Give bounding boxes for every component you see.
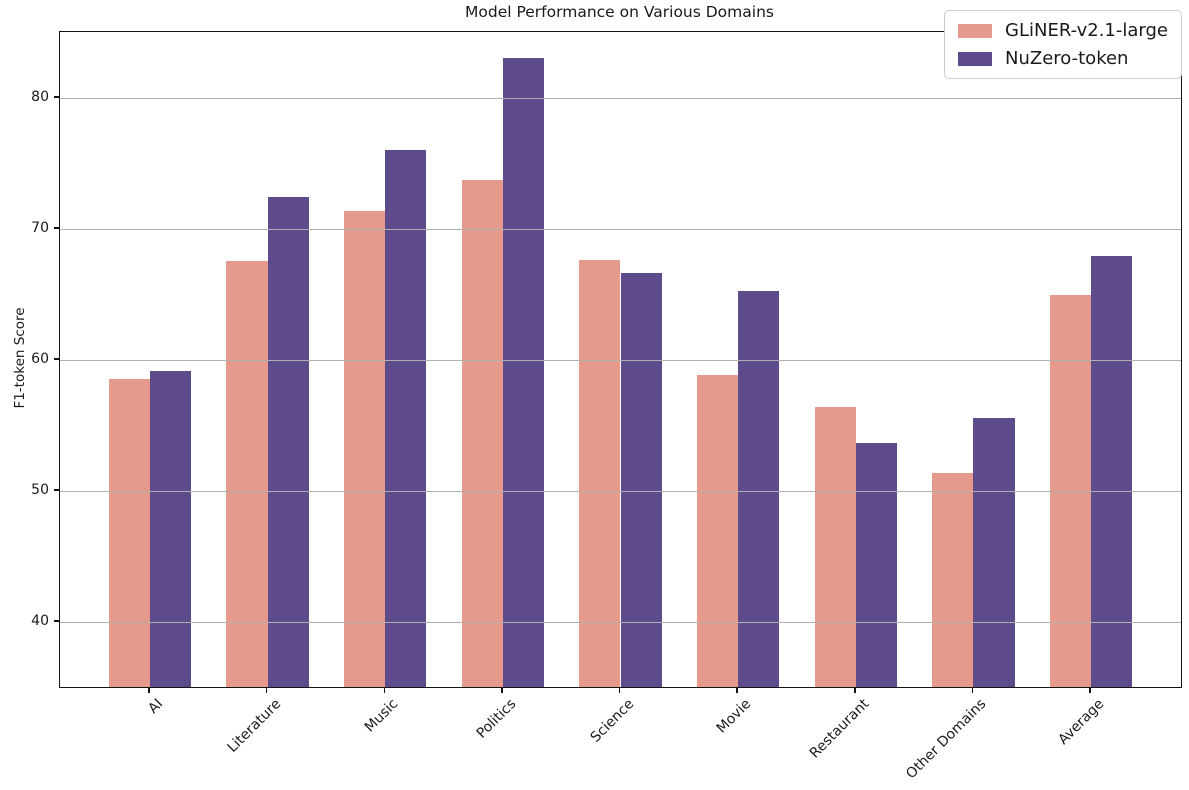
gridline-60 — [60, 359, 1181, 361]
x-tick-mark — [618, 687, 621, 693]
bar-GLiNER-v2.1-large-Movie — [696, 375, 739, 687]
legend-swatch-nuzero — [958, 51, 992, 66]
x-tick-mark — [971, 687, 974, 693]
plot-area — [59, 31, 1182, 688]
gridline-70 — [60, 228, 1181, 230]
x-tick-mark — [148, 687, 150, 693]
bar-GLiNER-v2.1-large-Other Domains — [932, 473, 974, 687]
legend-label-gliner: GLiNER-v2.1-large — [1005, 20, 1168, 41]
x-tick-label-AI: AI — [145, 696, 167, 718]
x-tick-mark — [736, 687, 738, 693]
y-tick-mark — [54, 227, 59, 229]
legend-row: GLiNER-v2.1-large — [958, 20, 1168, 41]
x-tick-mark — [854, 687, 856, 693]
bar-GLiNER-v2.1-large-Science — [579, 259, 621, 687]
y-tick-mark — [54, 96, 59, 98]
x-tick-mark — [265, 687, 268, 693]
bar-NuZero-token-Science — [620, 273, 662, 687]
gridline-80 — [60, 97, 1181, 99]
legend: GLiNER-v2.1-large NuZero-token — [944, 10, 1182, 79]
x-tick-mark — [383, 687, 385, 693]
bar-GLiNER-v2.1-large-AI — [108, 379, 150, 687]
y-tick-label: 40 — [31, 612, 49, 629]
chart-title: Model Performance on Various Domains — [465, 3, 774, 21]
gridline-40 — [60, 621, 1181, 623]
legend-row: NuZero-token — [958, 48, 1168, 69]
y-tick-label: 70 — [31, 219, 49, 236]
bar-NuZero-token-Restaurant — [855, 443, 897, 687]
bar-NuZero-token-Literature — [267, 197, 309, 687]
y-tick-mark — [54, 620, 59, 622]
y-tick-label: 50 — [31, 481, 49, 498]
bar-NuZero-token-AI — [150, 371, 192, 687]
legend-swatch-gliner — [958, 23, 992, 38]
gridline-50 — [60, 490, 1181, 492]
x-tick-mark — [1089, 687, 1091, 693]
bar-GLiNER-v2.1-large-Literature — [226, 261, 268, 687]
x-tick-mark — [501, 687, 503, 693]
bar-NuZero-token-Politics — [502, 58, 545, 687]
bar-NuZero-token-Movie — [738, 291, 780, 687]
bar-GLiNER-v2.1-large-Politics — [461, 180, 503, 687]
y-tick-label: 80 — [31, 88, 49, 105]
bar-GLiNER-v2.1-large-Restaurant — [814, 406, 856, 687]
y-tick-label: 60 — [31, 350, 49, 367]
legend-label-nuzero: NuZero-token — [1005, 48, 1129, 69]
bar-GLiNER-v2.1-large-Music — [344, 211, 386, 687]
bar-NuZero-token-Average — [1091, 256, 1133, 687]
y-tick-mark — [54, 489, 59, 491]
y-tick-mark — [54, 358, 59, 360]
bar-NuZero-token-Other Domains — [973, 418, 1015, 687]
bar-NuZero-token-Music — [385, 149, 427, 687]
